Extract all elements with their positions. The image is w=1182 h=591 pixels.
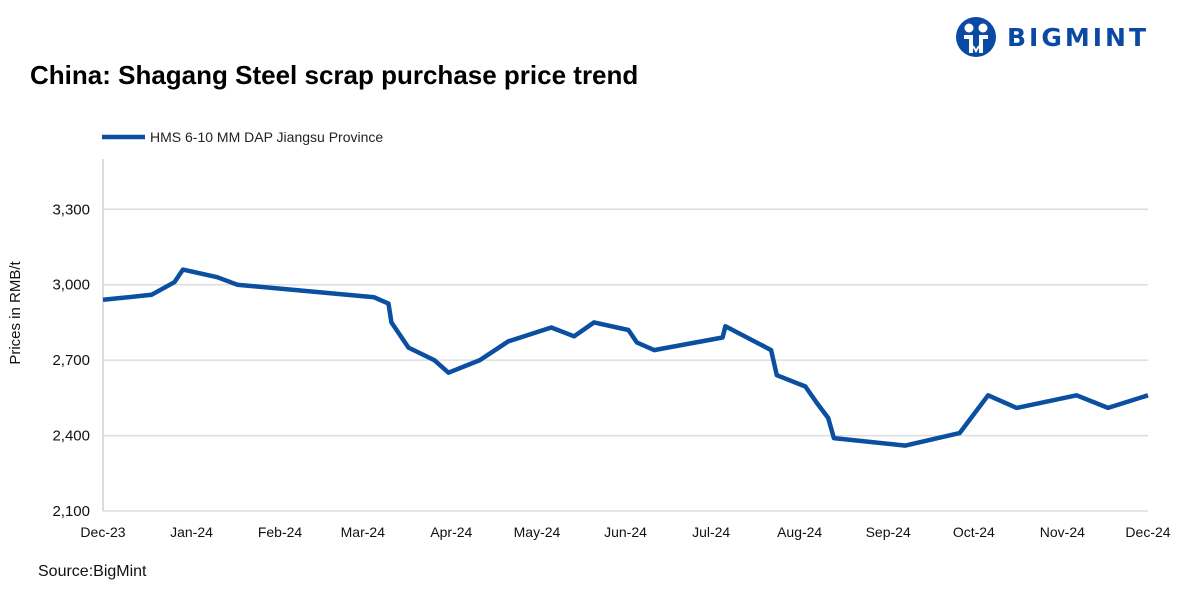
x-tick-label: Nov-24	[1040, 524, 1085, 540]
y-tick-label: 2,100	[52, 503, 90, 520]
x-tick-label: Aug-24	[777, 524, 822, 540]
x-tick-label: Jan-24	[170, 524, 213, 540]
x-tick-label: Jun-24	[604, 524, 647, 540]
y-tick-label: 3,300	[52, 201, 90, 218]
chart-title: China: Shagang Steel scrap purchase pric…	[30, 60, 639, 90]
x-tick-label: Apr-24	[430, 524, 472, 540]
bigmint-logo-icon	[956, 17, 996, 57]
y-tick-labels: 2,100 2,400 2,700 3,000 3,300	[52, 201, 90, 520]
series-lines	[102, 267, 1149, 448]
x-tick-labels: Dec-23 Jan-24 Feb-24 Mar-24 Apr-24 May-24 Jun-…	[80, 524, 1170, 540]
legend-label: HMS 6-10 MM DAP Jiangsu Province	[150, 129, 383, 145]
legend: HMS 6-10 MM DAP Jiangsu Province	[102, 129, 383, 145]
logo-text: BIGMINT	[1007, 22, 1150, 52]
y-tick-label: 2,700	[52, 352, 90, 369]
x-tick-label: May-24	[514, 524, 561, 540]
y-tick-label: 3,000	[52, 277, 90, 294]
x-tick-label: Feb-24	[258, 524, 303, 540]
gridlines	[103, 208, 1148, 512]
x-tick-label: Jul-24	[692, 524, 730, 540]
y-tick-label: 2,400	[52, 428, 90, 445]
series-line	[102, 267, 1149, 448]
x-tick-label: Sep-24	[866, 524, 911, 540]
bigmint-logo: BIGMINT	[955, 16, 1149, 58]
x-tick-label: Oct-24	[953, 524, 995, 540]
x-tick-label: Dec-24	[1125, 524, 1170, 540]
x-tick-label: Dec-23	[80, 524, 125, 540]
source-note: Source:BigMint	[38, 563, 147, 580]
y-axis-label: Prices in RMB/t	[7, 260, 24, 364]
x-tick-label: Mar-24	[341, 524, 386, 540]
